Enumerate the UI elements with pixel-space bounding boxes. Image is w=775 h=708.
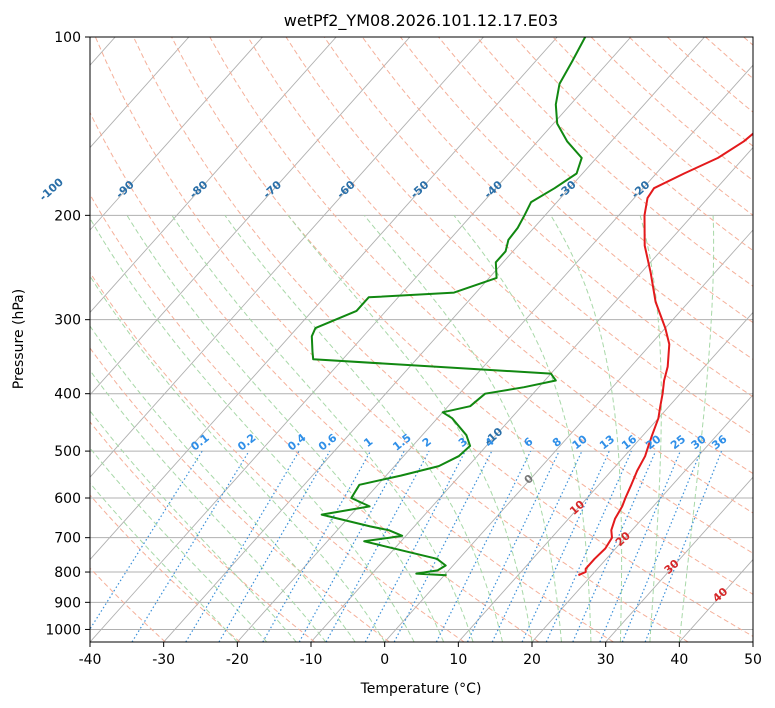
mixing-ratio-line — [218, 450, 331, 642]
y-tick-label: 100 — [54, 30, 81, 46]
isotherm-line — [90, 37, 337, 314]
moist-adiabat — [363, 214, 562, 642]
mixing-ratio-line — [185, 450, 300, 642]
moist-adiabat — [287, 214, 533, 642]
isotherm-line — [457, 311, 753, 642]
y-axis-ticks: 100 200 300 400 500 600 700 800 900 1000 — [45, 30, 90, 638]
moist-adiabat — [90, 447, 268, 642]
dry-adiabat — [247, 37, 753, 514]
dry-adiabat — [209, 37, 753, 554]
dry-adiabat — [285, 37, 753, 475]
isotherm-line — [236, 64, 753, 642]
moist-adiabat-lines — [90, 214, 715, 642]
moist-adiabat — [639, 215, 662, 642]
plot-frame — [89, 36, 754, 643]
isotherm-line — [90, 37, 632, 642]
mixing-ratio-line — [325, 450, 430, 642]
pressure-gridlines — [90, 37, 753, 630]
dry-adiabat — [476, 37, 753, 287]
profile-series — [310, 37, 753, 577]
moist-adiabat — [678, 215, 715, 642]
dry-adiabat — [400, 37, 753, 360]
y-tick-label: 300 — [54, 313, 81, 329]
isotherm-line — [531, 394, 753, 642]
isotherm-line — [90, 37, 190, 149]
chart-title: wetPf2_YM08.2026.101.12.17.E03 — [284, 11, 558, 31]
isotherm-line — [310, 146, 753, 642]
dry-adiabat — [90, 111, 614, 642]
isotherm-line — [90, 37, 411, 396]
moist-adiabat — [224, 215, 503, 642]
mixing-ratio-line — [466, 450, 560, 642]
mixing-ratio-line — [131, 450, 250, 642]
y-tick-label: 400 — [54, 387, 81, 403]
moist-adiabat — [90, 482, 238, 642]
y-tick-label: 900 — [54, 595, 81, 611]
moist-adiabat — [90, 217, 415, 642]
y-axis-label: Pressure (hPa) — [11, 289, 27, 389]
dry-adiabat — [90, 193, 540, 642]
x-tick-label: 10 — [449, 652, 467, 668]
isotherm-line — [605, 476, 753, 642]
moist-adiabat — [126, 215, 445, 642]
y-tick-label: 600 — [54, 491, 81, 507]
x-tick-label: -10 — [300, 652, 323, 668]
x-tick-label: 0 — [380, 652, 389, 668]
moist-adiabat — [90, 275, 386, 642]
mixing-ratio-line — [572, 450, 657, 642]
y-tick-label: 200 — [54, 208, 81, 224]
mixing-ratio-line — [545, 450, 632, 642]
moist-adiabat — [550, 215, 623, 642]
dry-adiabat — [171, 37, 753, 595]
y-tick-label: 700 — [54, 531, 81, 547]
moist-adiabat — [171, 215, 474, 642]
x-tick-label: 40 — [670, 652, 688, 668]
moist-adiabat — [90, 410, 297, 642]
mixing-ratio-line — [491, 450, 583, 642]
dry-adiabat — [90, 347, 390, 642]
mixing-ratio-line — [262, 450, 371, 642]
isotherm-line — [90, 37, 263, 231]
x-axis-label: Temperature (°C) — [360, 681, 482, 697]
isotherm-lines — [90, 37, 753, 642]
x-axis-ticks: -40 -30 -20 -10 0 10 20 30 40 50 — [79, 642, 762, 668]
x-tick-label: -30 — [152, 652, 175, 668]
mixing-ratio-line — [298, 450, 405, 642]
dry-adiabat — [361, 37, 753, 398]
isotherm-line — [90, 37, 484, 478]
x-tick-label: -40 — [79, 652, 102, 668]
isotherm-line — [384, 229, 753, 642]
x-tick-label: -20 — [226, 652, 249, 668]
moist-adiabat — [90, 325, 356, 642]
mixing-ratio-line — [599, 450, 681, 642]
dewpoint-profile-line — [310, 37, 587, 577]
x-tick-label: 30 — [597, 652, 615, 668]
x-tick-label: 20 — [523, 652, 541, 668]
temperature-profile-line — [577, 132, 753, 577]
x-tick-label: 50 — [744, 652, 762, 668]
y-tick-label: 500 — [54, 444, 81, 460]
dry-adiabat — [90, 421, 316, 642]
isotherm-line — [90, 37, 558, 561]
mixing-ratio-line — [435, 450, 532, 642]
mixing-ratio-lines — [90, 450, 723, 642]
dry-adiabat — [133, 37, 753, 637]
y-tick-label: 800 — [54, 565, 81, 581]
dry-adiabat-lines — [90, 37, 753, 642]
y-tick-label: 1000 — [45, 622, 81, 638]
moist-adiabat — [90, 369, 327, 642]
mixing-ratio-line — [90, 450, 203, 631]
dry-adiabat — [94, 37, 689, 642]
mixing-ratio-line — [521, 450, 610, 642]
